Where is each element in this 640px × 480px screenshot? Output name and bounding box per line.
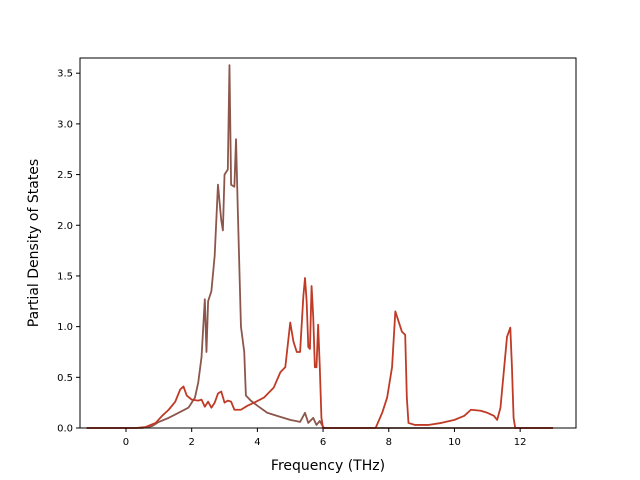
y-tick-label: 1.0 [57,322,73,333]
x-tick-label: 0 [123,437,129,448]
y-tick-label: 1.5 [57,271,73,282]
series-layer [86,64,554,429]
y-axis: 0.0 0.5 1.0 1.5 2.0 2.5 3.0 3.5 [57,69,80,435]
y-tick-label: 3.5 [57,69,73,80]
x-tick-label: 8 [386,437,392,448]
y-tick-label: 3.0 [57,119,73,130]
plot-frame [79,57,577,429]
y-tick-label: 2.5 [57,170,73,181]
y-tick-label: 0.0 [57,424,73,435]
x-tick-label: 6 [320,437,326,448]
x-axis: 0 2 4 6 8 10 12 [123,428,527,448]
x-axis-label: Frequency (THz) [271,458,385,474]
x-tick-label: 4 [254,437,260,448]
y-tick-label: 2.0 [57,221,73,232]
series-line-2 [86,277,554,429]
x-tick-label: 2 [188,437,194,448]
y-axis-label: Partial Density of States [26,159,42,327]
y-tick-label: 0.5 [57,373,73,384]
x-tick-label: 10 [448,437,461,448]
x-tick-label: 12 [514,437,527,448]
